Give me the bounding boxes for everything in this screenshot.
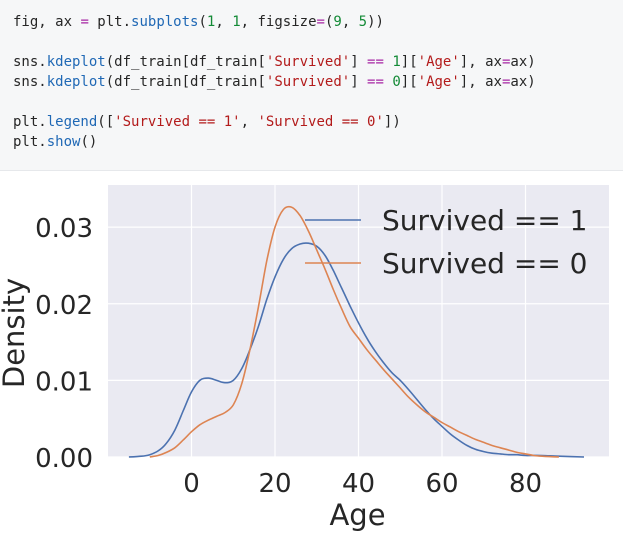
x-tick-label: 40 [342, 469, 375, 499]
code-token: subplots [131, 14, 199, 30]
y-tick-label: 0.02 [35, 291, 93, 321]
code-token: == [367, 54, 384, 70]
code-token: fig, ax [13, 14, 81, 30]
x-tick-label: 80 [509, 469, 542, 499]
x-axis-label: Age [329, 498, 385, 532]
code-token: plt. [13, 114, 47, 130]
y-tick-label: 0.01 [35, 367, 93, 397]
series-line-1 [149, 205, 559, 458]
code-token: 9 [333, 14, 342, 30]
code-line: plt.show() [13, 132, 536, 152]
code-token: ax) [510, 74, 536, 90]
x-tick-label: 60 [425, 469, 458, 499]
code-token: 'Age' [417, 54, 460, 70]
series-line-0 [128, 242, 585, 458]
code-token: () [80, 134, 98, 150]
code-token: kdeplot [46, 54, 106, 70]
code-token: ][ [400, 74, 418, 90]
code-token: ] [350, 74, 368, 90]
legend-entry-label: Survived == 1 [382, 204, 588, 237]
code-line: fig, ax = plt.subplots(1, 1, figsize=(9,… [13, 12, 536, 32]
code-token: 5 [358, 14, 368, 30]
code-line [13, 32, 536, 52]
code-token: ( [324, 14, 334, 30]
code-token: ] [350, 54, 368, 70]
code-token: 'Survived' [265, 54, 351, 70]
x-tick-label: 20 [258, 469, 291, 499]
code-token: (df_train[df_train[ [105, 74, 266, 90]
code-editor[interactable]: fig, ax = plt.subplots(1, 1, figsize=(9,… [13, 12, 536, 152]
code-token: 'Survived == 0' [257, 114, 384, 130]
code-line [13, 92, 536, 112]
code-token: ], ax [459, 54, 502, 70]
code-token: plt. [13, 134, 47, 150]
code-token: ], ax [459, 74, 502, 90]
y-axis-label: Density [0, 278, 31, 388]
code-token: 1 [232, 14, 241, 30]
code-token: 0 [392, 74, 401, 90]
y-tick-label: 0.00 [35, 444, 93, 474]
code-token: show [46, 134, 81, 150]
code-line: plt.legend(['Survived == 1', 'Survived =… [13, 112, 536, 132]
code-token: legend [46, 114, 98, 130]
legend-entry-label: Survived == 0 [382, 247, 588, 280]
code-token: ][ [400, 54, 418, 70]
kde-chart: 0 20 40 60 80 0.00 0.01 0.02 0.03 Age Density Survi… [0, 185, 609, 532]
code-token: 1 [392, 54, 401, 70]
chart-output: 0 20 40 60 80 0.00 0.01 0.02 0.03 Age Density Survi… [0, 171, 623, 541]
code-cell[interactable]: fig, ax = plt.subplots(1, 1, figsize=(9,… [0, 0, 623, 171]
code-token: , figsize [240, 14, 317, 30]
code-token: ([ [97, 114, 115, 130]
code-token: = [501, 54, 511, 70]
code-token: sns. [13, 54, 47, 70]
code-token: 1 [206, 14, 216, 30]
code-token: sns. [13, 74, 47, 90]
code-token: kdeplot [46, 74, 106, 90]
code-line: sns.kdeplot(df_train[df_train['Survived'… [13, 72, 536, 92]
code-token: == [367, 74, 384, 90]
code-token: ]) [383, 114, 401, 130]
y-tick-label: 0.03 [35, 214, 93, 244]
code-token: plt. [88, 14, 132, 30]
code-token: = [501, 74, 511, 90]
code-token: 'Survived == 1' [114, 114, 241, 130]
code-token: , [215, 14, 233, 30]
code-token: ( [198, 14, 207, 30]
code-token: , [240, 114, 258, 130]
x-tick-label: 0 [183, 469, 200, 499]
code-token: )) [367, 14, 384, 30]
code-token: 'Age' [417, 74, 460, 90]
code-token: , [341, 14, 359, 30]
code-token: ax) [510, 54, 536, 70]
code-token: = [80, 14, 89, 30]
code-token: = [316, 14, 325, 30]
code-token: (df_train[df_train[ [105, 54, 266, 70]
code-token: 'Survived' [265, 74, 351, 90]
code-line: sns.kdeplot(df_train[df_train['Survived'… [13, 52, 536, 72]
